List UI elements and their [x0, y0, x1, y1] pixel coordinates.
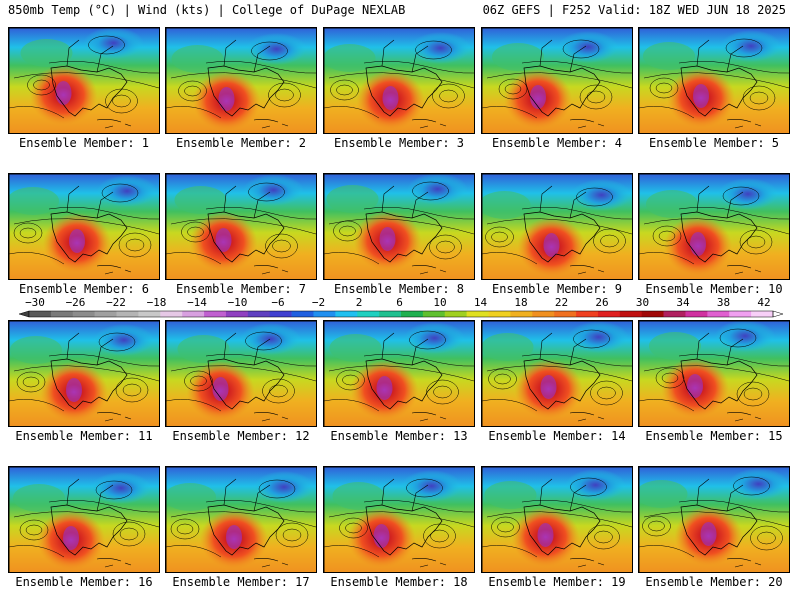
- colorbar-segment: [335, 311, 358, 317]
- colorbar-segment: [751, 311, 774, 317]
- colorbar-segment: [510, 311, 533, 317]
- colorbar-segment: [357, 311, 380, 317]
- colorbar-segment: [182, 311, 205, 317]
- ensemble-map-17: [165, 466, 317, 573]
- colorbar-segment: [138, 311, 161, 317]
- colorbar-min-arrow: [18, 310, 30, 318]
- colorbar-segment: [422, 311, 446, 317]
- ensemble-map-11: [8, 320, 160, 427]
- colorbar-segment: [72, 311, 95, 317]
- ensemble-map-4: [481, 27, 633, 134]
- ensemble-member-label: Ensemble Member: 10: [645, 282, 783, 296]
- ensemble-map-15: [638, 320, 790, 427]
- colorbar-tick-label: 2: [355, 296, 363, 309]
- ensemble-member-label: Ensemble Member: 14: [488, 429, 626, 443]
- colorbar-segment: [707, 311, 730, 317]
- colorbar-tick-label: −2: [311, 296, 326, 309]
- colorbar-segment: [401, 311, 424, 317]
- colorbar-segment: [663, 311, 686, 317]
- colorbar-segment: [50, 311, 74, 317]
- colorbar-tick-label: 30: [635, 296, 650, 309]
- ensemble-map-2: [165, 27, 317, 134]
- ensemble-map-18: [323, 466, 475, 573]
- temperature-colorbar: [18, 310, 784, 318]
- ensemble-member-label: Ensemble Member: 6: [18, 282, 150, 296]
- colorbar-segment: [466, 311, 489, 317]
- ensemble-member-label: Ensemble Member: 1: [18, 136, 150, 150]
- ensemble-map-10: [638, 173, 790, 280]
- colorbar-tick-label: −6: [271, 296, 285, 309]
- colorbar-tick-label: 38: [716, 296, 731, 309]
- ensemble-map-16: [8, 466, 160, 573]
- colorbar-tick-label: 26: [595, 296, 609, 309]
- ensemble-member-label: Ensemble Member: 12: [172, 429, 310, 443]
- colorbar-segment: [160, 311, 183, 317]
- ensemble-member-label: Ensemble Member: 17: [172, 575, 310, 589]
- ensemble-member-label: Ensemble Member: 13: [330, 429, 468, 443]
- colorbar-segment: [204, 311, 227, 317]
- colorbar-tick-label: 10: [433, 296, 447, 309]
- ensemble-member-label: Ensemble Member: 19: [488, 575, 626, 589]
- ensemble-map-6: [8, 173, 160, 280]
- ensemble-map-13: [323, 320, 475, 427]
- ensemble-member-label: Ensemble Member: 15: [645, 429, 783, 443]
- colorbar-segment: [94, 311, 117, 317]
- colorbar-tick-label: −22: [106, 296, 126, 309]
- colorbar-segment: [597, 311, 621, 317]
- colorbar-segment: [444, 311, 467, 317]
- colorbar-segment: [641, 311, 664, 317]
- colorbar-tick-label: −10: [227, 296, 248, 309]
- colorbar-tick-label: −26: [65, 296, 86, 309]
- colorbar-segment: [379, 311, 402, 317]
- ensemble-map-9: [481, 173, 633, 280]
- colorbar-tick-label: 42: [757, 296, 771, 309]
- ensemble-member-label: Ensemble Member: 11: [15, 429, 153, 443]
- ensemble-member-label: Ensemble Member: 4: [491, 136, 623, 150]
- colorbar-segment: [291, 311, 314, 317]
- colorbar-segment: [532, 311, 555, 317]
- ensemble-map-12: [165, 320, 317, 427]
- ensemble-member-label: Ensemble Member: 2: [175, 136, 307, 150]
- colorbar-tick-label: 6: [396, 296, 403, 309]
- colorbar-tick-label: 22: [554, 296, 569, 309]
- colorbar-segment: [685, 311, 708, 317]
- colorbar-tick-label: −14: [187, 296, 207, 309]
- colorbar-segment: [488, 311, 511, 317]
- colorbar-segment: [576, 311, 599, 317]
- ensemble-member-label: Ensemble Member: 9: [491, 282, 623, 296]
- colorbar-tick-label: 34: [676, 296, 690, 309]
- colorbar-tick-label: −18: [146, 296, 167, 309]
- colorbar-segment: [619, 311, 643, 317]
- colorbar-max-arrow: [772, 310, 784, 318]
- ensemble-map-19: [481, 466, 633, 573]
- colorbar-segment: [116, 311, 139, 317]
- ensemble-member-label: Ensemble Member: 3: [333, 136, 465, 150]
- colorbar-segment: [247, 311, 271, 317]
- forecast-valid-time: 06Z GEFS | F252 Valid: 18Z WED JUN 18 20…: [482, 3, 786, 17]
- colorbar-segment: [269, 311, 292, 317]
- colorbar-segment: [29, 311, 52, 317]
- colorbar-tick-label: −30: [25, 296, 45, 309]
- colorbar-segment: [554, 311, 577, 317]
- ensemble-member-label: Ensemble Member: 18: [330, 575, 468, 589]
- ensemble-member-label: Ensemble Member: 16: [15, 575, 153, 589]
- ensemble-member-label: Ensemble Member: 5: [648, 136, 780, 150]
- ensemble-map-14: [481, 320, 633, 427]
- colorbar-tick-label: 18: [514, 296, 528, 309]
- colorbar-segment: [729, 311, 752, 317]
- ensemble-map-20: [638, 466, 790, 573]
- ensemble-map-3: [323, 27, 475, 134]
- ensemble-map-8: [323, 173, 475, 280]
- colorbar-tick-label: 14: [473, 296, 488, 309]
- ensemble-map-5: [638, 27, 790, 134]
- ensemble-member-label: Ensemble Member: 7: [175, 282, 307, 296]
- ensemble-map-1: [8, 27, 160, 134]
- ensemble-member-label: Ensemble Member: 20: [645, 575, 783, 589]
- ensemble-map-7: [165, 173, 317, 280]
- colorbar-segment: [313, 311, 336, 317]
- map-title: 850mb Temp (°C) | Wind (kts) | College o…: [8, 3, 406, 17]
- colorbar-segment: [225, 311, 249, 317]
- ensemble-member-label: Ensemble Member: 8: [333, 282, 465, 296]
